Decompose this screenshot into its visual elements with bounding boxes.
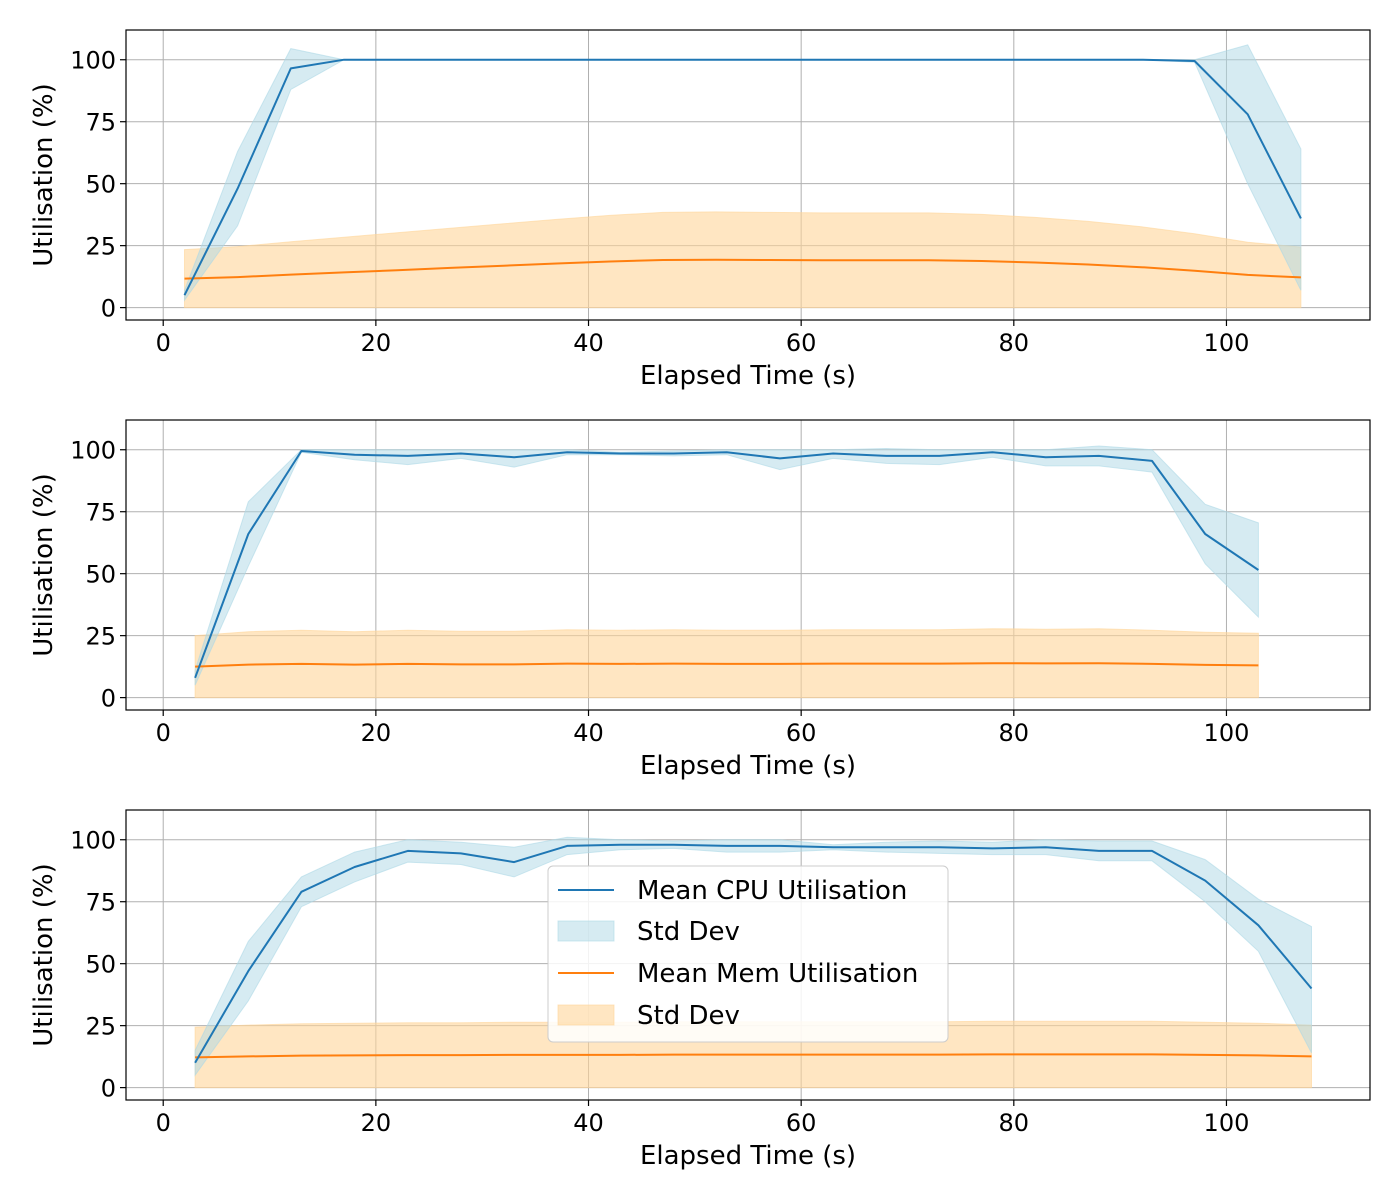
y-axis-label: Utilisation (%) — [29, 83, 59, 266]
x-axis-label: Elapsed Time (s) — [640, 751, 856, 781]
x-tick-label: 20 — [361, 719, 392, 747]
y-tick-label: 25 — [85, 1013, 116, 1041]
y-tick-label: 100 — [70, 827, 116, 855]
x-tick-label: 100 — [1204, 1109, 1250, 1137]
y-tick-label: 75 — [85, 109, 116, 137]
legend-cpu-std-swatch — [557, 920, 615, 942]
x-tick-label: 60 — [786, 719, 817, 747]
y-tick-label: 0 — [101, 295, 116, 323]
mem-mean-line — [184, 258, 1301, 280]
y-tick-label: 25 — [85, 233, 116, 261]
chart-panel-2: 0 20 40 60 80 100 0 25 50 75 100 Elapsed Time (s) Ut… — [29, 419, 1371, 781]
x-tick-label: 80 — [999, 329, 1030, 357]
x-axis-label: Elapsed Time (s) — [640, 361, 856, 391]
x-tick-label: 40 — [573, 329, 604, 357]
cpu-mean-line — [183, 58, 1302, 296]
x-tick-label: 0 — [156, 329, 171, 357]
x-tick-label: 40 — [573, 1109, 604, 1137]
y-tick-label: 50 — [85, 561, 116, 589]
y-tick-label: 75 — [85, 889, 116, 917]
legend-box — [547, 865, 949, 1043]
x-tick-label: 0 — [156, 719, 171, 747]
x-tick-label: 80 — [999, 719, 1030, 747]
cpu-std-band — [194, 836, 1312, 1077]
y-tick-label: 75 — [85, 499, 116, 527]
y-tick-label: 100 — [70, 47, 116, 75]
y-axis-label: Utilisation (%) — [29, 473, 59, 656]
legend-cpu-std-label: Std Dev — [637, 917, 740, 947]
legend-mem-mean-label: Mean Mem Utilisation — [637, 959, 918, 989]
y-tick-label: 50 — [85, 171, 116, 199]
y-tick-label: 0 — [101, 685, 116, 713]
legend: Mean CPU Utilisation Std Dev Mean Mem Ut… — [547, 865, 949, 1043]
axes-frame — [125, 29, 1371, 321]
x-tick-label: 20 — [361, 329, 392, 357]
x-tick-label: 60 — [786, 1109, 817, 1137]
x-tick-label: 60 — [786, 329, 817, 357]
chart-panel-1: 0 20 40 60 80 100 0 25 50 75 100 Elapsed Time (s) Ut… — [29, 29, 1371, 391]
cpu-mean-line — [194, 450, 1259, 679]
legend-cpu-mean-label: Mean CPU Utilisation — [637, 876, 907, 906]
x-axis-label: Elapsed Time (s) — [640, 1141, 856, 1171]
mem-mean-line — [195, 1053, 1312, 1059]
legend-mem-std-swatch — [557, 1004, 615, 1026]
x-tick-label: 0 — [156, 1109, 171, 1137]
y-tick-label: 25 — [85, 623, 116, 651]
cpu-std-band — [194, 445, 1259, 686]
axes-frame — [125, 419, 1371, 711]
y-tick-label: 100 — [70, 437, 116, 465]
x-tick-label: 80 — [999, 1109, 1030, 1137]
y-axis-label: Utilisation (%) — [29, 863, 59, 1046]
axes-frame — [125, 809, 1371, 1101]
x-tick-label: 20 — [361, 1109, 392, 1137]
y-tick-label: 50 — [85, 951, 116, 979]
mem-mean-line — [195, 662, 1259, 668]
x-tick-label: 100 — [1204, 329, 1250, 357]
x-tick-label: 100 — [1204, 719, 1250, 747]
y-tick-label: 0 — [101, 1075, 116, 1103]
legend-mem-std-label: Std Dev — [637, 1001, 740, 1031]
cpu-mean-line — [194, 843, 1313, 1064]
x-tick-label: 40 — [573, 719, 604, 747]
